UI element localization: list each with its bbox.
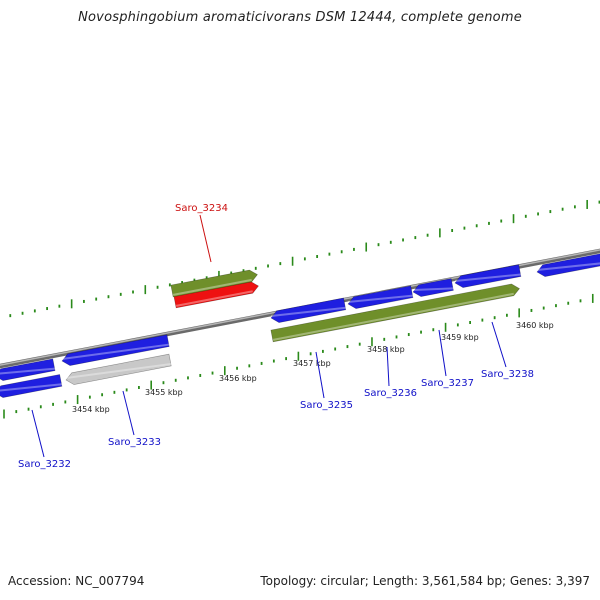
gene-saro-3233-shine (65, 362, 172, 379)
map-title: Novosphingobium aromaticivorans DSM 1244… (78, 10, 522, 25)
gene-saro-3233[interactable] (65, 353, 172, 385)
gene-saro-3231-shine (0, 367, 56, 375)
scale-label: 3460 kbp (516, 321, 554, 330)
genome-stats-text: Topology: circular; Length: 3,561,584 bp… (260, 574, 590, 588)
scale-label: 3454 kbp (72, 405, 110, 414)
gene-saro-3236-shine (347, 294, 414, 303)
gene-saro-3239-shine (536, 262, 600, 271)
leader-line (199, 214, 212, 263)
leader-line (315, 351, 325, 399)
scale-label: 3455 kbp (145, 388, 183, 397)
gene-saro-3232-upper[interactable] (61, 334, 170, 366)
gene-saro-3238-shine (454, 273, 522, 282)
gene-label[interactable]: Saro_3233 (108, 437, 161, 448)
gene-green-long[interactable] (270, 283, 520, 343)
gene-saro-3237[interactable] (412, 278, 454, 297)
gene-label[interactable]: Saro_3232 (18, 459, 71, 470)
gene-saro-3234-green[interactable] (170, 269, 258, 298)
leader-line (386, 346, 390, 387)
gene-label[interactable]: Saro_3236 (364, 388, 417, 399)
gene-saro-3236[interactable] (347, 285, 414, 309)
gene-saro-3239[interactable] (536, 253, 600, 277)
gene-saro-3238[interactable] (454, 264, 522, 288)
gene-saro-3234[interactable] (173, 281, 259, 309)
gene-saro-3235-shine (270, 306, 346, 317)
scale-label: 3457 kbp (293, 359, 331, 368)
gene-saro-3237-shine (412, 287, 454, 291)
gene-label[interactable]: Saro_3238 (481, 369, 534, 380)
leader-line (491, 321, 507, 368)
scale-label: 3456 kbp (219, 374, 257, 383)
leader-line (122, 390, 135, 436)
gene-saro-3235[interactable] (270, 297, 347, 323)
gene-label[interactable]: Saro_3237 (421, 378, 474, 389)
gene-saro-3232[interactable] (0, 374, 63, 398)
gene-saro-3232-shine (0, 383, 63, 392)
accession-text: Accession: NC_007794 (8, 574, 145, 588)
gene-saro-3232-upper-shine (61, 343, 170, 360)
leader-line (31, 409, 45, 458)
gene-saro-3234-shine (175, 290, 253, 307)
gene-saro-3231[interactable] (0, 358, 56, 381)
gene-label[interactable]: Saro_3235 (300, 400, 353, 411)
gene-label[interactable]: Saro_3234 (175, 203, 228, 214)
scale-label: 3459 kbp (441, 333, 479, 342)
scale-label: 3458 kbp (367, 345, 405, 354)
gene-saro-3234-green-shine (172, 278, 252, 296)
leader-line (438, 329, 447, 377)
gene-green-long-shine (272, 292, 514, 341)
